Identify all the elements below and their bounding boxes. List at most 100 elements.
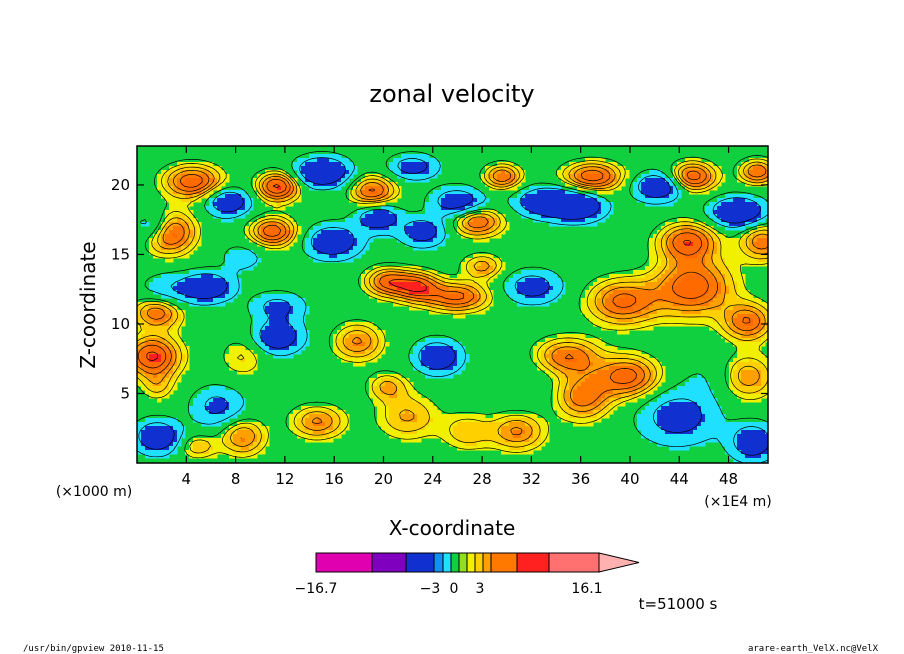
field-cell <box>509 202 522 207</box>
field-cell <box>305 246 314 251</box>
field-cell <box>145 418 178 423</box>
field-cell <box>389 410 406 415</box>
field-cell <box>149 246 154 251</box>
field-cell <box>633 370 646 375</box>
x-tick-label: 36 <box>571 470 590 488</box>
field-cell <box>165 178 170 183</box>
field-cell <box>181 174 210 179</box>
field-cell <box>141 326 174 331</box>
field-cell <box>137 306 150 311</box>
contour-lines <box>137 151 768 463</box>
field-cell <box>137 338 146 343</box>
field-cell <box>653 370 658 375</box>
field-cell <box>721 326 730 331</box>
field-cell <box>409 358 422 363</box>
field-cell <box>565 398 574 403</box>
field-cell <box>233 438 242 443</box>
field-cell <box>641 182 670 187</box>
field-cell <box>637 198 678 203</box>
field-cell <box>265 190 270 195</box>
field-cell <box>745 174 750 179</box>
field-cell <box>213 186 218 191</box>
field-cell <box>365 182 386 187</box>
field-cell <box>237 430 254 435</box>
field-cell <box>517 210 530 215</box>
field-cell <box>685 274 702 279</box>
field-cell <box>165 338 174 343</box>
field-cell <box>533 358 542 363</box>
field-cell <box>525 206 602 211</box>
field-cell <box>465 206 478 211</box>
field-cell <box>477 298 482 303</box>
field-cell <box>705 418 726 423</box>
field-cell <box>741 166 750 171</box>
field-cell <box>557 334 586 339</box>
field-cell <box>353 186 358 191</box>
field-cell <box>645 406 662 411</box>
field-cell <box>281 186 290 191</box>
field-cell <box>289 426 298 431</box>
field-cell <box>409 290 430 295</box>
colorbar-segment <box>450 552 460 573</box>
field-cell <box>541 362 550 367</box>
field-cell <box>185 450 194 455</box>
field-cell <box>561 218 586 223</box>
field-cell <box>361 178 366 183</box>
field-cell <box>705 258 714 263</box>
field-cell <box>469 306 482 311</box>
field-cell <box>249 310 266 315</box>
field-cell <box>677 266 706 271</box>
field-cell <box>137 342 146 347</box>
field-cell <box>733 198 746 203</box>
field-cell <box>513 434 522 439</box>
field-cell <box>181 218 190 223</box>
field-cell <box>481 174 486 179</box>
field-cell <box>165 306 174 311</box>
field-cell <box>625 294 630 299</box>
field-cell <box>637 422 658 427</box>
field-cell <box>609 310 642 315</box>
field-cell <box>601 398 610 403</box>
field-cell <box>169 382 178 387</box>
field-cell <box>577 410 594 415</box>
field-cell <box>653 386 658 391</box>
field-cell <box>489 294 494 299</box>
field-cell <box>677 294 706 299</box>
field-cell <box>617 306 634 311</box>
field-cell <box>657 374 666 379</box>
field-cell <box>185 214 194 219</box>
field-cell <box>689 298 698 303</box>
field-cell <box>193 398 214 403</box>
field-cell <box>169 206 190 211</box>
field-cell <box>381 206 394 211</box>
field-cell <box>605 410 614 415</box>
field-cell <box>665 242 670 247</box>
field-cell <box>457 274 474 279</box>
field-cell <box>405 230 438 235</box>
field-cell <box>565 174 570 179</box>
field-cell <box>557 350 586 355</box>
field-cell <box>329 158 350 163</box>
field-cell <box>193 402 210 407</box>
field-cell <box>261 222 270 227</box>
field-cell <box>405 226 438 231</box>
field-cell <box>417 418 434 423</box>
x-tick-label: 4 <box>182 470 192 488</box>
field-cell <box>597 314 606 319</box>
field-cell <box>497 174 514 179</box>
field-cell <box>381 390 398 395</box>
field-cell <box>685 158 702 163</box>
field-cell <box>437 230 446 235</box>
field-cell <box>141 434 178 439</box>
field-cell <box>613 390 638 395</box>
field-cell <box>237 422 262 427</box>
field-cell <box>137 302 146 307</box>
field-cell <box>289 234 294 239</box>
field-cell <box>553 406 562 411</box>
field-cell <box>253 326 266 331</box>
field-cell <box>649 238 658 243</box>
field-cell <box>517 194 526 199</box>
field-cell <box>341 422 350 427</box>
field-cell <box>193 194 206 199</box>
field-cell <box>313 422 326 427</box>
